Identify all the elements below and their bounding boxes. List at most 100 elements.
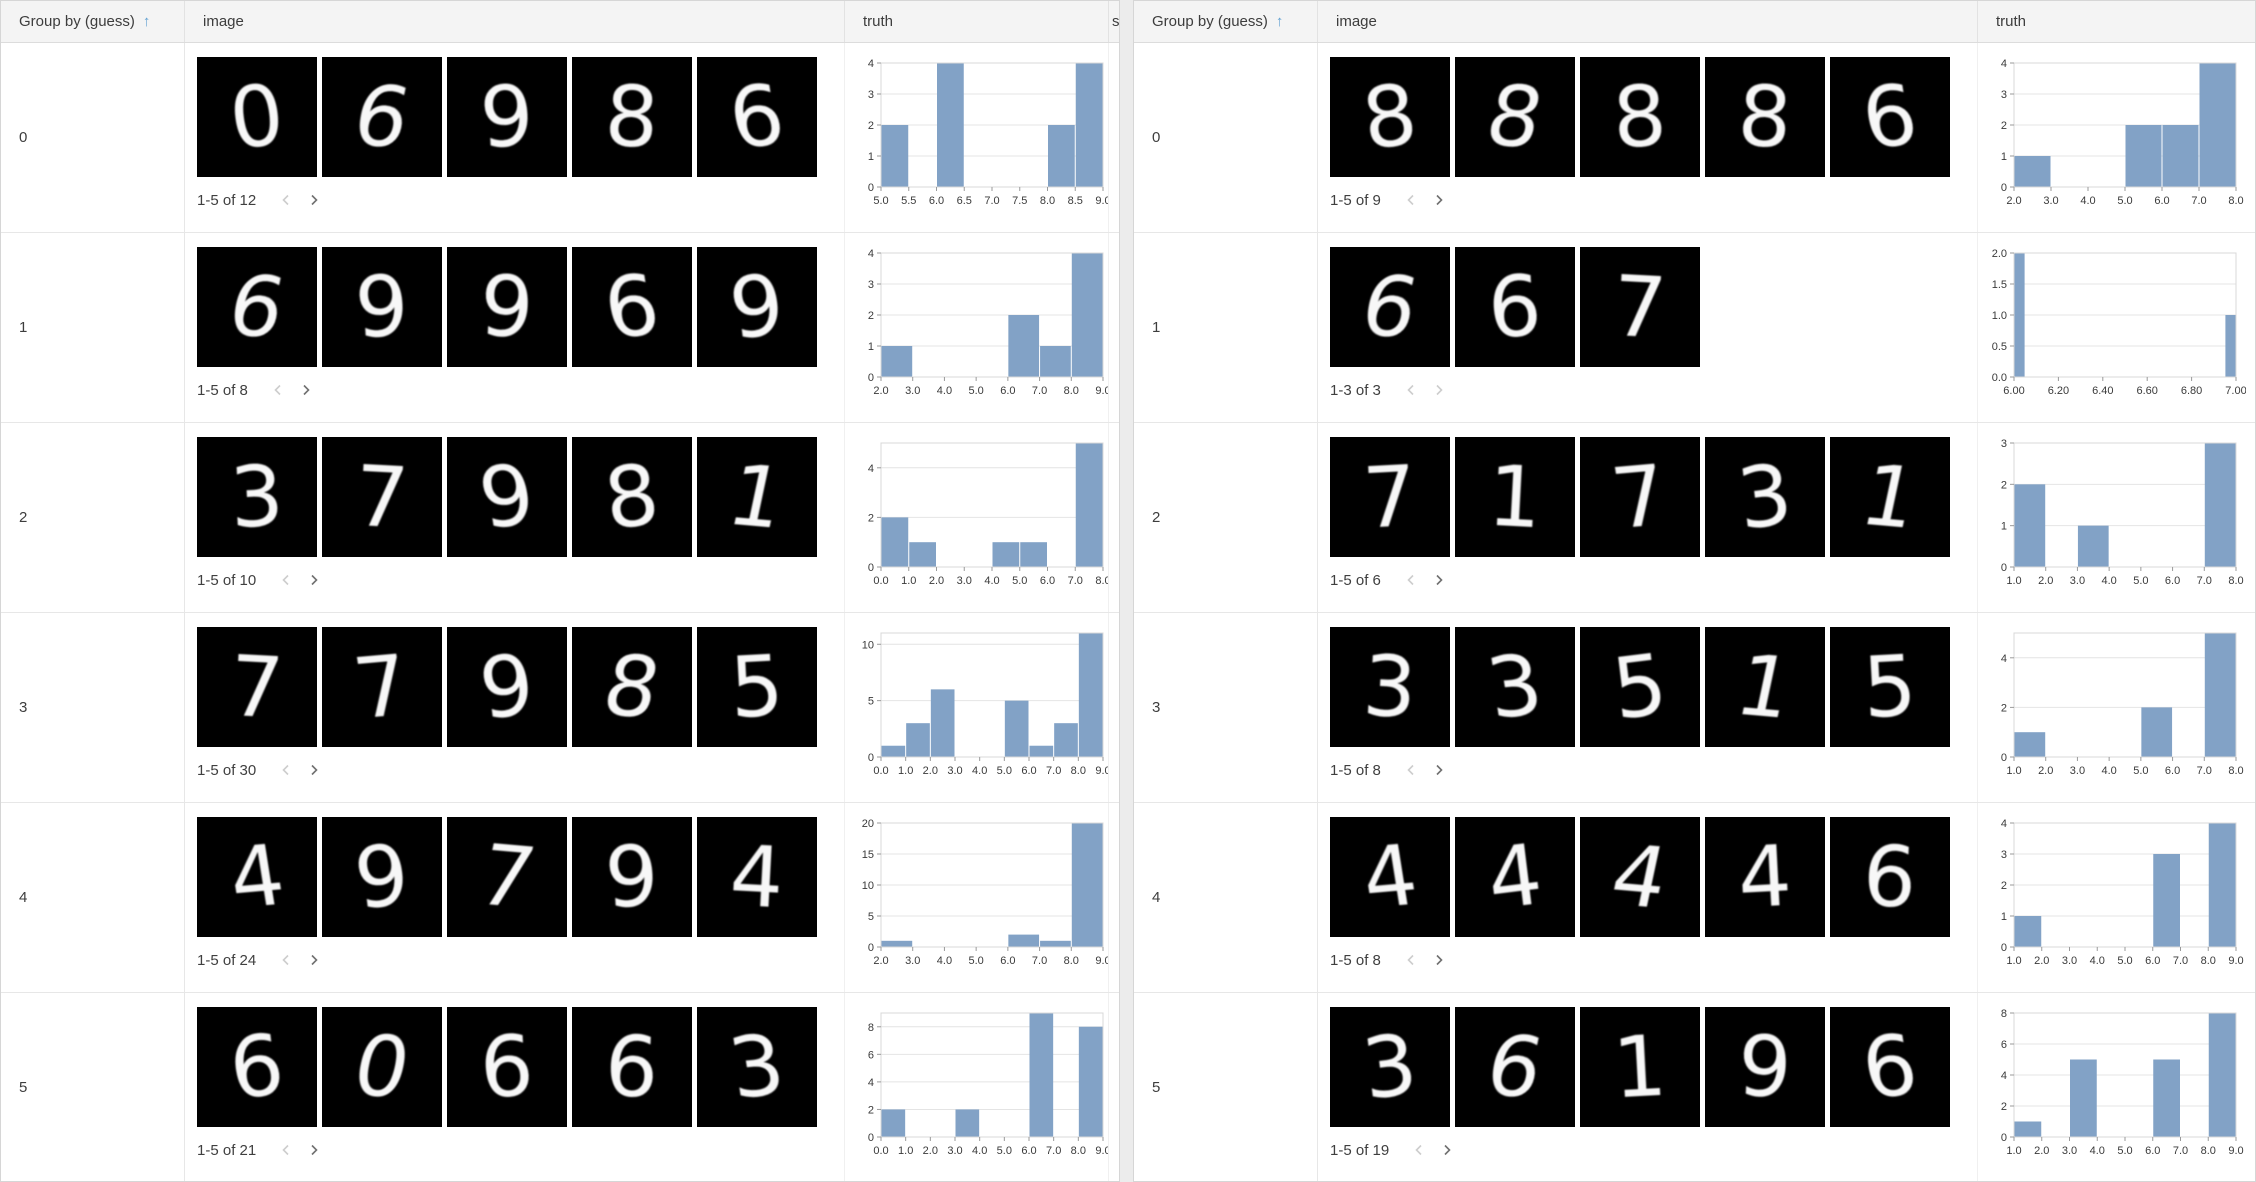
sort-ascending-icon[interactable]: ↑ <box>1275 13 1284 30</box>
next-page-icon[interactable] <box>1431 382 1447 398</box>
mnist-digit-image[interactable]: 7 <box>447 817 567 937</box>
mnist-digit-image[interactable]: 8 <box>572 57 692 177</box>
mnist-digit-image[interactable]: 0 <box>197 57 317 177</box>
prev-page-icon[interactable] <box>278 192 294 208</box>
next-page-icon[interactable] <box>1439 1142 1455 1158</box>
mnist-digit-image[interactable]: 6 <box>572 1007 692 1127</box>
mnist-digit-image[interactable]: 4 <box>697 817 817 937</box>
column-header-truth[interactable]: truth <box>845 1 1108 42</box>
column-header-truth[interactable]: truth <box>1978 1 2255 42</box>
mnist-digit-image[interactable]: 7 <box>1580 437 1700 557</box>
truth-histogram[interactable]: 2.0 3.0 4.0 5.0 6.0 7.0 8.0 9.0 0 1 2 3 4 <box>851 245 1108 403</box>
mnist-digit-image[interactable]: 6 <box>197 247 317 367</box>
mnist-digit-image[interactable]: 6 <box>197 1007 317 1127</box>
next-page-icon[interactable] <box>306 762 322 778</box>
mnist-digit-image[interactable]: 6 <box>1830 817 1950 937</box>
prev-page-icon[interactable] <box>1403 952 1419 968</box>
next-page-icon[interactable] <box>1431 572 1447 588</box>
mnist-digit-image[interactable]: 6 <box>697 57 817 177</box>
next-page-icon[interactable] <box>306 572 322 588</box>
truth-histogram[interactable]: 2.0 3.0 4.0 5.0 6.0 7.0 8.0 9.0 0 5 10 15 20 <box>851 815 1108 973</box>
mnist-digit-image[interactable]: 9 <box>322 817 442 937</box>
mnist-digit-image[interactable]: 7 <box>197 627 317 747</box>
mnist-digit-image[interactable]: 6 <box>1830 57 1950 177</box>
prev-page-icon[interactable] <box>278 952 294 968</box>
mnist-digit-image[interactable]: 1 <box>697 437 817 557</box>
mnist-digit-image[interactable]: 9 <box>322 247 442 367</box>
mnist-digit-image[interactable]: 1 <box>1455 437 1575 557</box>
mnist-digit-image[interactable]: 4 <box>1705 817 1825 937</box>
prev-page-icon[interactable] <box>1403 572 1419 588</box>
next-page-icon[interactable] <box>1431 762 1447 778</box>
truth-histogram[interactable]: 1.0 2.0 3.0 4.0 5.0 6.0 7.0 8.0 9.0 0 1 2 3 4 <box>1984 815 2246 973</box>
truth-histogram[interactable]: 0.0 1.0 2.0 3.0 4.0 5.0 6.0 7.0 8.0 9.0 0 2 4 6 8 <box>851 1005 1108 1163</box>
mnist-digit-image[interactable]: 7 <box>1580 247 1700 367</box>
prev-page-icon[interactable] <box>1403 192 1419 208</box>
mnist-digit-image[interactable]: 3 <box>197 437 317 557</box>
mnist-digit-image[interactable]: 6 <box>1455 1007 1575 1127</box>
next-page-icon[interactable] <box>306 1142 322 1158</box>
prev-page-icon[interactable] <box>1403 762 1419 778</box>
mnist-digit-image[interactable]: 9 <box>447 247 567 367</box>
mnist-digit-image[interactable]: 9 <box>697 247 817 367</box>
mnist-digit-image[interactable]: 6 <box>1330 247 1450 367</box>
mnist-digit-image[interactable]: 8 <box>1455 57 1575 177</box>
mnist-digit-image[interactable]: 9 <box>447 627 567 747</box>
mnist-digit-image[interactable]: 8 <box>1705 57 1825 177</box>
column-header-image[interactable]: image <box>185 1 845 42</box>
mnist-digit-image[interactable]: 4 <box>197 817 317 937</box>
prev-page-icon[interactable] <box>1411 1142 1427 1158</box>
truth-histogram[interactable]: 6.00 6.20 6.40 6.60 6.80 7.00 0.0 0.5 1.0 1.5 2.0 <box>1984 245 2247 403</box>
mnist-digit-image[interactable]: 6 <box>1455 247 1575 367</box>
next-page-icon[interactable] <box>306 192 322 208</box>
mnist-digit-image[interactable]: 0 <box>322 1007 442 1127</box>
prev-page-icon[interactable] <box>278 572 294 588</box>
truth-histogram[interactable]: 1.0 2.0 3.0 4.0 5.0 6.0 7.0 8.0 9.0 0 2 4 6 8 <box>1984 1005 2246 1163</box>
mnist-digit-image[interactable]: 5 <box>1580 627 1700 747</box>
mnist-digit-image[interactable]: 4 <box>1330 817 1450 937</box>
truth-histogram[interactable]: 2.0 3.0 4.0 5.0 6.0 7.0 8.0 0 1 2 3 4 <box>1984 55 2246 213</box>
prev-page-icon[interactable] <box>270 382 286 398</box>
column-header-group-by-guess[interactable]: Group by (guess) ↑ <box>1 1 185 42</box>
next-page-icon[interactable] <box>1431 952 1447 968</box>
mnist-digit-image[interactable]: 4 <box>1455 817 1575 937</box>
next-page-icon[interactable] <box>306 952 322 968</box>
mnist-digit-image[interactable]: 6 <box>572 247 692 367</box>
mnist-digit-image[interactable]: 6 <box>1830 1007 1950 1127</box>
truth-histogram[interactable]: 0.0 1.0 2.0 3.0 4.0 5.0 6.0 7.0 8.0 0 2 4 <box>851 435 1108 593</box>
truth-histogram[interactable]: 1.0 2.0 3.0 4.0 5.0 6.0 7.0 8.0 0 1 2 3 <box>1984 435 2246 593</box>
mnist-digit-image[interactable]: 9 <box>572 817 692 937</box>
column-header-truncated[interactable]: s <box>1108 1 1119 42</box>
truth-histogram[interactable]: 1.0 2.0 3.0 4.0 5.0 6.0 7.0 8.0 0 2 4 <box>1984 625 2246 783</box>
truth-histogram[interactable]: 5.0 5.5 6.0 6.5 7.0 7.5 8.0 8.5 9.0 0 1 2 3 4 <box>851 55 1108 213</box>
prev-page-icon[interactable] <box>278 1142 294 1158</box>
mnist-digit-image[interactable]: 8 <box>572 437 692 557</box>
mnist-digit-image[interactable]: 3 <box>1705 437 1825 557</box>
mnist-digit-image[interactable]: 8 <box>1330 57 1450 177</box>
mnist-digit-image[interactable]: 1 <box>1705 627 1825 747</box>
mnist-digit-image[interactable]: 1 <box>1580 1007 1700 1127</box>
column-header-group-by-guess[interactable]: Group by (guess) ↑ <box>1134 1 1318 42</box>
column-header-image[interactable]: image <box>1318 1 1978 42</box>
mnist-digit-image[interactable]: 3 <box>1330 1007 1450 1127</box>
mnist-digit-image[interactable]: 6 <box>447 1007 567 1127</box>
next-page-icon[interactable] <box>298 382 314 398</box>
mnist-digit-image[interactable]: 4 <box>1580 817 1700 937</box>
mnist-digit-image[interactable]: 9 <box>447 57 567 177</box>
mnist-digit-image[interactable]: 3 <box>1330 627 1450 747</box>
mnist-digit-image[interactable]: 8 <box>1580 57 1700 177</box>
next-page-icon[interactable] <box>1431 192 1447 208</box>
mnist-digit-image[interactable]: 7 <box>1330 437 1450 557</box>
truth-histogram[interactable]: 0.0 1.0 2.0 3.0 4.0 5.0 6.0 7.0 8.0 9.0 0 5 10 <box>851 625 1108 783</box>
mnist-digit-image[interactable]: 6 <box>322 57 442 177</box>
mnist-digit-image[interactable]: 7 <box>322 437 442 557</box>
mnist-digit-image[interactable]: 3 <box>1455 627 1575 747</box>
prev-page-icon[interactable] <box>1403 382 1419 398</box>
mnist-digit-image[interactable]: 3 <box>697 1007 817 1127</box>
sort-ascending-icon[interactable]: ↑ <box>142 13 151 30</box>
mnist-digit-image[interactable]: 1 <box>1830 437 1950 557</box>
mnist-digit-image[interactable]: 8 <box>572 627 692 747</box>
mnist-digit-image[interactable]: 5 <box>697 627 817 747</box>
mnist-digit-image[interactable]: 9 <box>1705 1007 1825 1127</box>
mnist-digit-image[interactable]: 9 <box>447 437 567 557</box>
